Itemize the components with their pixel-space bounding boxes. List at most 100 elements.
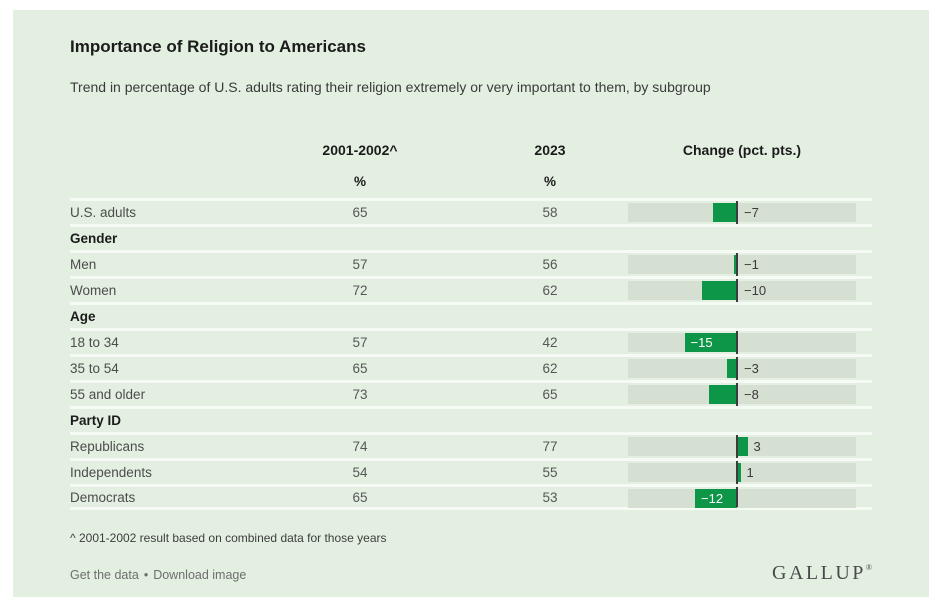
value-2023: 58 (542, 205, 558, 220)
change-cell: −3 (628, 357, 856, 380)
value-2023: 62 (542, 361, 558, 376)
table-row: Democrats 65 53 −12 (70, 484, 872, 510)
change-bar-track (628, 255, 856, 274)
change-value-label: −1 (744, 257, 759, 272)
change-cell: 1 (628, 461, 856, 484)
footer-links: Get the data • Download image (70, 568, 246, 585)
value-2001: 73 (352, 387, 368, 402)
value-2001: 65 (352, 361, 368, 376)
row-label: Democrats (70, 489, 136, 505)
change-bar (726, 359, 737, 378)
value-2023: 56 (542, 257, 558, 272)
change-bar-track (628, 281, 856, 300)
zero-line (736, 331, 738, 354)
page-title: Importance of Religion to Americans (70, 37, 366, 56)
value-2023: 65 (542, 387, 558, 402)
footnote: ^ 2001-2002 result based on combined dat… (70, 531, 387, 545)
table-row: Independents 54 55 1 (70, 458, 872, 484)
value-2001: 74 (352, 439, 368, 454)
unit-percent-2023: % (543, 173, 556, 189)
table-row: Men 57 56 −1 (70, 250, 872, 276)
change-bar (733, 255, 737, 274)
value-2023: 53 (542, 489, 558, 505)
change-bar-track (628, 359, 856, 378)
change-cell: −1 (628, 253, 856, 276)
value-2001: 54 (352, 465, 368, 480)
change-value-label: −12 (701, 491, 724, 506)
table-body: U.S. adults 65 58 −7 Gender Men 57 56 (70, 198, 872, 510)
change-bar-track (628, 203, 856, 222)
change-value-label: −15 (690, 335, 713, 350)
chart-subtitle: Trend in percentage of U.S. adults ratin… (70, 79, 711, 95)
change-bar (695, 489, 737, 508)
row-label: U.S. adults (70, 205, 137, 220)
change-value-label: −7 (744, 205, 759, 220)
chart-card: Importance of Religion to Americans Tren… (13, 10, 929, 597)
unit-row: % % (70, 173, 872, 189)
row-label: Men (70, 257, 97, 272)
change-cell: −7 (628, 201, 856, 224)
change-cell: −15 (628, 331, 856, 354)
change-bar (737, 437, 748, 456)
row-label: 35 to 54 (70, 361, 119, 376)
zero-line (736, 279, 738, 302)
value-2023: 77 (542, 439, 558, 454)
table-row: 35 to 54 65 62 −3 (70, 354, 872, 380)
change-bar (684, 333, 737, 352)
change-value-label: 1 (746, 465, 754, 480)
zero-line (736, 461, 738, 484)
table-row: U.S. adults 65 58 −7 (70, 198, 872, 224)
value-2001: 57 (352, 335, 368, 350)
value-2001: 65 (352, 489, 368, 505)
col-header-change: Change (pct. pts.) (682, 142, 802, 158)
change-value-label: −10 (744, 283, 767, 298)
change-bar-track (628, 385, 856, 404)
col-header-2001: 2001-2002^ (322, 142, 398, 158)
table-row: Women 72 62 −10 (70, 276, 872, 302)
row-label: Women (70, 283, 117, 298)
zero-line (736, 201, 738, 224)
change-value-label: −3 (744, 361, 759, 376)
zero-line (736, 487, 738, 507)
value-2001: 72 (352, 283, 368, 298)
value-2023: 42 (542, 335, 558, 350)
table-row: 55 and older 73 65 −8 (70, 380, 872, 406)
change-bar (712, 203, 737, 222)
change-bar (702, 281, 737, 300)
zero-line (736, 435, 738, 458)
change-cell: −10 (628, 279, 856, 302)
row-label: 55 and older (70, 387, 146, 402)
row-label: Independents (70, 465, 152, 480)
change-value-label: −8 (744, 387, 759, 402)
table-row: Republicans 74 77 3 (70, 432, 872, 458)
table-row: Gender (70, 224, 872, 250)
change-bar-track (628, 463, 856, 482)
row-label: Republicans (70, 439, 145, 454)
get-data-link[interactable]: Get the data (70, 568, 139, 582)
value-2001: 57 (352, 257, 368, 272)
table-row: Age (70, 302, 872, 328)
change-bar (737, 463, 741, 482)
footer-separator: • (143, 568, 149, 582)
change-cell: 3 (628, 435, 856, 458)
change-value-label: 3 (753, 439, 761, 454)
download-image-link[interactable]: Download image (153, 568, 247, 582)
row-label: Age (70, 309, 96, 324)
row-label: Party ID (70, 413, 122, 428)
footer: Get the data • Download image GALLUP® (70, 562, 872, 585)
column-header-row: 2001-2002^ 2023 Change (pct. pts.) (70, 142, 872, 158)
row-label: 18 to 34 (70, 335, 119, 350)
change-bar-track (628, 333, 856, 352)
gallup-logo: GALLUP® (772, 562, 872, 584)
unit-percent-2001: % (353, 173, 366, 189)
table-row: 18 to 34 57 42 −15 (70, 328, 872, 354)
table-row: Party ID (70, 406, 872, 432)
change-bar (709, 385, 737, 404)
change-cell: −8 (628, 383, 856, 406)
zero-line (736, 357, 738, 380)
col-header-2023: 2023 (534, 142, 566, 158)
row-label: Gender (70, 231, 118, 246)
value-2023: 62 (542, 283, 558, 298)
value-2023: 55 (542, 465, 558, 480)
zero-line (736, 383, 738, 406)
